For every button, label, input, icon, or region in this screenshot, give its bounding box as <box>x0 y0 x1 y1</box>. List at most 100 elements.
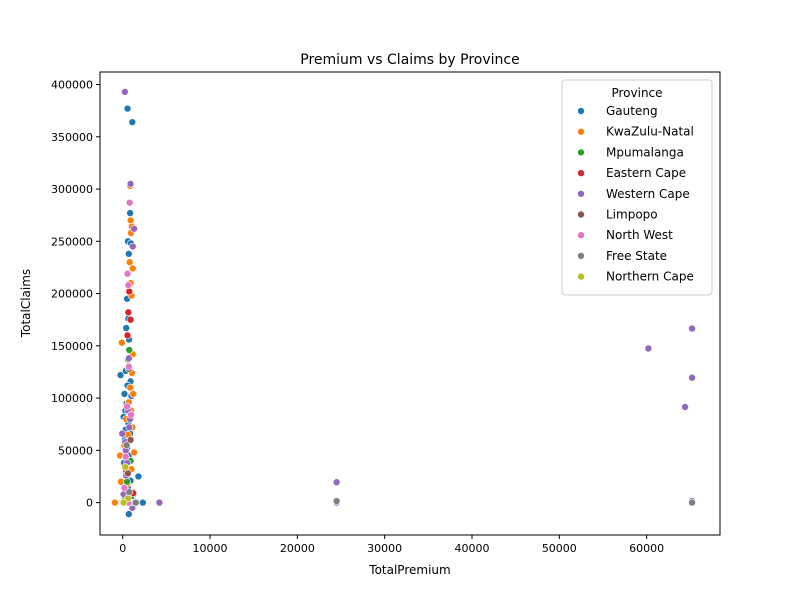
legend-marker <box>577 231 585 239</box>
data-point <box>332 497 341 505</box>
data-point <box>121 452 130 461</box>
y-tick-label: 300000 <box>51 183 93 196</box>
x-tick-label: 20000 <box>280 542 315 555</box>
data-point <box>128 264 137 273</box>
x-tick-label: 0 <box>119 542 126 555</box>
legend-title: Province <box>611 86 662 100</box>
data-point <box>124 469 132 478</box>
data-point <box>130 448 138 457</box>
data-point <box>125 346 134 354</box>
data-point <box>122 441 131 449</box>
data-point <box>130 224 138 233</box>
legend-marker <box>577 272 585 281</box>
x-tick-label: 30000 <box>367 542 402 555</box>
data-point <box>118 429 127 438</box>
x-tick-label: 50000 <box>542 542 577 555</box>
data-point <box>120 484 129 492</box>
legend-marker <box>577 148 585 157</box>
y-tick-label: 400000 <box>51 79 93 92</box>
x-tick-label: 40000 <box>455 542 490 555</box>
y-axis-label: TotalClaims <box>19 269 33 338</box>
data-point <box>332 478 341 487</box>
data-point <box>644 344 653 353</box>
data-point <box>132 498 140 507</box>
legend-label: Gauteng <box>606 104 658 118</box>
chart-title: Premium vs Claims by Province <box>300 52 519 68</box>
legend-marker <box>577 169 585 177</box>
data-point <box>111 498 119 507</box>
y-tick-label: 150000 <box>51 340 93 353</box>
data-point <box>127 411 135 419</box>
data-points <box>111 88 696 518</box>
data-point <box>123 269 132 278</box>
legend-marker <box>577 252 585 260</box>
data-point <box>681 403 689 411</box>
legend-entries: Gauteng KwaZulu-Natal Mpumalanga Eastern Ca… <box>577 104 694 284</box>
x-axis: 0 10000 20000 30000 40000 50000 60000 <box>119 535 664 555</box>
plot-frame <box>99 71 721 536</box>
x-axis-label: TotalPremium <box>368 563 450 577</box>
data-point <box>124 281 133 290</box>
legend-marker <box>577 107 585 115</box>
legend-label: Mpumalanga <box>606 145 684 159</box>
data-point <box>688 498 696 507</box>
legend-marker <box>577 190 585 198</box>
data-point <box>155 498 164 507</box>
legend-label: Eastern Cape <box>606 166 686 180</box>
data-point <box>121 88 129 96</box>
legend-label: KwaZulu-Natal <box>606 125 694 139</box>
data-point <box>120 390 129 398</box>
y-tick-label: 350000 <box>51 131 93 144</box>
data-point <box>126 383 134 392</box>
data-point <box>125 362 133 371</box>
legend-label: Western Cape <box>606 187 690 201</box>
data-point <box>116 371 125 379</box>
data-point <box>126 436 135 444</box>
data-point <box>125 258 134 267</box>
legend-label: Limpopo <box>606 208 658 222</box>
data-point <box>126 216 135 225</box>
x-tick-label: 60000 <box>629 542 664 555</box>
data-point <box>138 498 147 507</box>
y-tick-label: 250000 <box>51 235 93 248</box>
data-point <box>118 338 126 347</box>
legend-marker <box>577 127 585 136</box>
y-tick-label: 100000 <box>51 392 93 405</box>
legend-label: Free State <box>606 249 667 263</box>
data-point <box>124 308 133 317</box>
data-point <box>119 498 128 507</box>
data-point <box>125 198 134 207</box>
data-point <box>125 423 134 432</box>
data-point <box>134 472 143 481</box>
data-point <box>123 402 131 411</box>
data-point <box>123 477 131 486</box>
y-tick-label: 0 <box>86 497 93 510</box>
data-point <box>125 250 133 258</box>
data-point <box>125 510 133 518</box>
data-point <box>128 242 137 251</box>
legend: Province Gauteng KwaZulu-Natal Mpumalanga E… <box>561 79 713 296</box>
data-point <box>123 104 132 113</box>
x-tick-label: 10000 <box>193 542 228 555</box>
data-point <box>125 287 134 296</box>
data-point <box>121 463 130 471</box>
data-point <box>129 390 137 398</box>
data-point <box>125 488 134 496</box>
data-point <box>123 331 132 340</box>
data-point <box>122 324 130 332</box>
y-axis: 0 50000 100000 150000 200000 250000 300000 3500… <box>51 79 100 510</box>
legend-label: Northern Cape <box>606 270 694 284</box>
data-point <box>688 373 696 382</box>
y-tick-label: 200000 <box>51 288 93 301</box>
data-point <box>126 180 135 188</box>
legend-marker <box>577 210 585 219</box>
data-point <box>128 118 137 126</box>
legend-label: North West <box>606 228 673 242</box>
data-point <box>125 354 133 363</box>
y-tick-label: 50000 <box>58 444 93 457</box>
legend-frame <box>561 79 713 296</box>
data-point <box>688 324 696 333</box>
data-point <box>126 315 135 324</box>
data-point <box>126 209 134 217</box>
